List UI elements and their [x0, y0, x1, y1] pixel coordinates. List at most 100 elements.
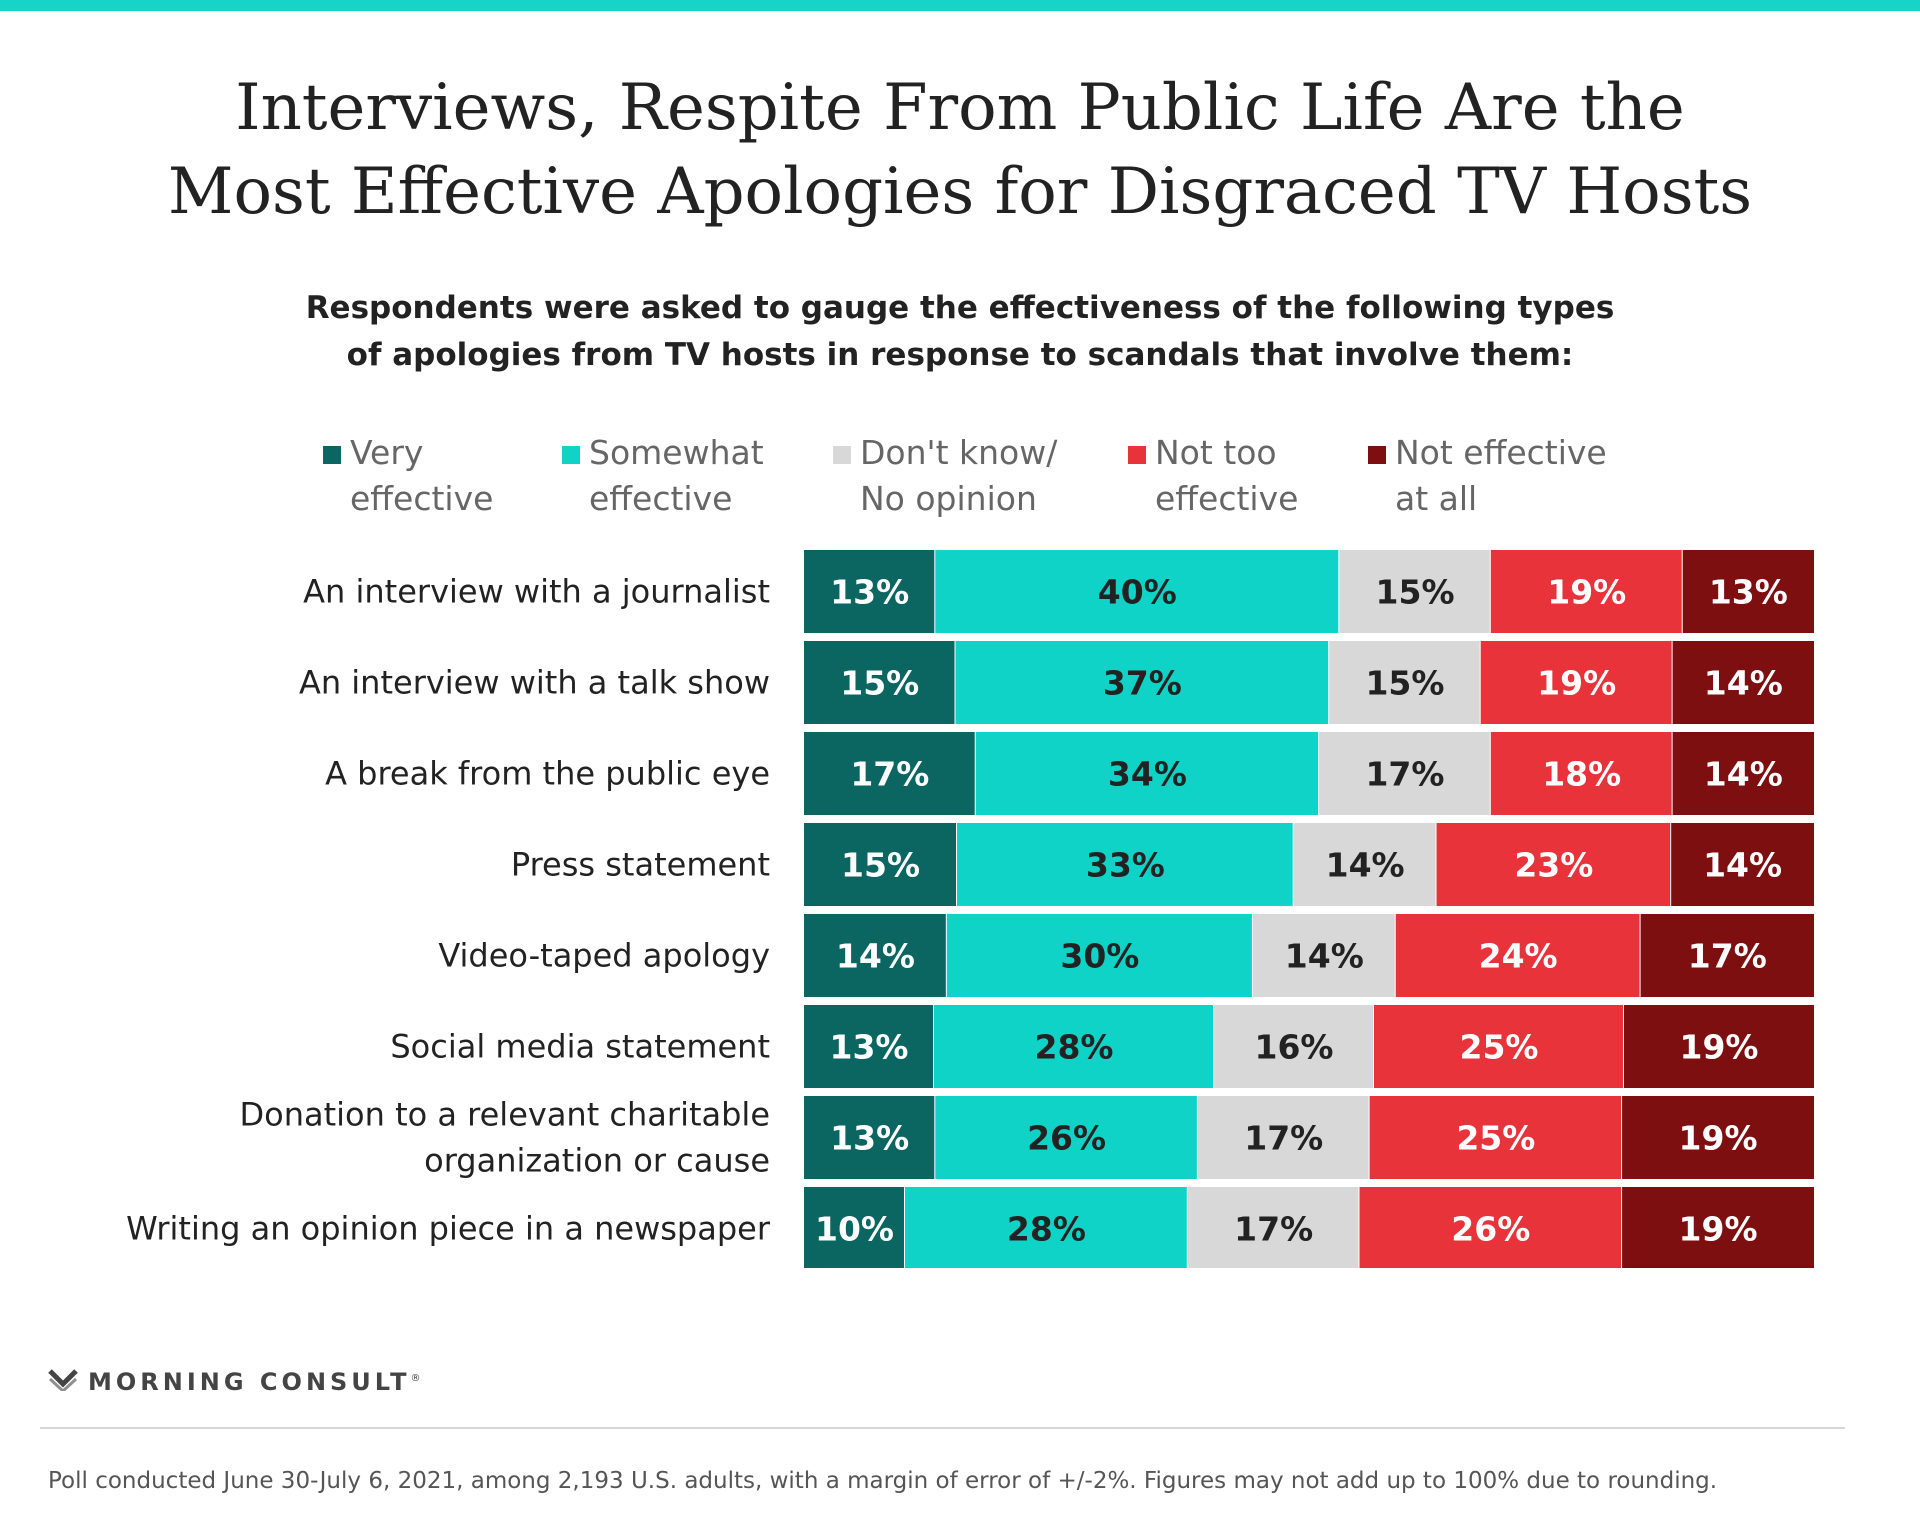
category-label: Social media statement	[390, 1028, 770, 1066]
top-accent-bar	[0, 0, 1920, 11]
bar-segment	[804, 1005, 933, 1088]
legend: Very effective Somewhat effective Don't kn…	[0, 430, 1920, 530]
bar-value-label: 16%	[1255, 1028, 1334, 1067]
category-label: A break from the public eye	[325, 755, 770, 793]
bar-value-label: 28%	[1007, 1210, 1086, 1249]
chart-subtitle: Respondents were asked to gauge the effe…	[0, 285, 1920, 379]
bar-value-label: 25%	[1460, 1028, 1539, 1067]
chart-title: Interviews, Respite From Public Life Are…	[0, 66, 1920, 234]
bar-value-label: 13%	[830, 573, 909, 612]
bar-value-label: 19%	[1680, 1028, 1759, 1067]
legend-swatch	[833, 446, 851, 464]
bar-segment	[804, 1096, 935, 1179]
bar-segment	[1622, 1096, 1814, 1179]
bar-value-label: 19%	[1537, 664, 1616, 703]
bar-segment	[1622, 1187, 1814, 1268]
bar-value-label: 19%	[1547, 573, 1626, 612]
bar-value-label: 34%	[1108, 755, 1187, 794]
bar-value-label: 17%	[1244, 1119, 1323, 1158]
bar-segment	[1197, 1096, 1369, 1179]
bar-value-label: 14%	[1704, 664, 1783, 703]
bar-value-label: 15%	[1376, 573, 1455, 612]
category-label: Writing an opinion piece in a newspaper	[126, 1210, 771, 1248]
bar-value-label: 14%	[1703, 846, 1782, 885]
bar-segment	[804, 641, 955, 724]
chart-title-line: Most Effective Apologies for Disgraced T…	[167, 155, 1753, 229]
bar-value-label: 33%	[1086, 846, 1165, 885]
footer-divider	[40, 1427, 1845, 1429]
legend-label: Not effective at all	[1395, 433, 1607, 518]
bar-segment	[955, 641, 1329, 724]
bar-segment	[804, 550, 935, 633]
bar-value-label: 26%	[1027, 1119, 1106, 1158]
bar-segment	[804, 732, 975, 815]
bar-value-label: 17%	[850, 755, 929, 794]
bar-value-label: 17%	[1365, 755, 1444, 794]
bar-segment	[1339, 550, 1490, 633]
bar-value-label: 14%	[1704, 755, 1783, 794]
bar-value-label: 19%	[1679, 1119, 1758, 1158]
chart-title-line: Interviews, Respite From Public Life Are…	[235, 71, 1685, 145]
bar-segment	[1369, 1096, 1622, 1179]
bar-segment	[934, 1005, 1213, 1088]
bar-segment	[1374, 1005, 1623, 1088]
bar-value-label: 13%	[1709, 573, 1788, 612]
category-label: Press statement	[511, 846, 770, 884]
bar-segment	[957, 823, 1293, 906]
category-label: An interview with a talk show	[299, 664, 770, 702]
bar-segment	[1490, 550, 1682, 633]
bar-segment	[804, 1187, 904, 1268]
bar-value-label: 37%	[1103, 664, 1182, 703]
bar-value-label: 14%	[836, 937, 915, 976]
bar-segment	[946, 914, 1252, 997]
bar-value-label: 28%	[1035, 1028, 1114, 1067]
bar-segment	[1672, 732, 1814, 815]
category-label: Video-taped apology	[438, 937, 770, 975]
morning-consult-logo-icon	[48, 1369, 78, 1391]
bar-value-label: 15%	[840, 664, 919, 703]
bar-segment	[1682, 550, 1814, 633]
bar-value-label: 26%	[1451, 1210, 1530, 1249]
bar-segment	[1329, 641, 1480, 724]
category-label: organization or cause	[424, 1142, 770, 1180]
bar-value-label: 19%	[1679, 1210, 1758, 1249]
bar-value-label: 14%	[1326, 846, 1405, 885]
bar-value-label: 10%	[815, 1210, 894, 1249]
legend-label: Somewhat effective	[589, 433, 764, 518]
legend-swatch	[1368, 446, 1386, 464]
legend-swatch	[323, 446, 341, 464]
footnote: Poll conducted June 30-July 6, 2021, amo…	[48, 1468, 1718, 1494]
bar-segment	[1640, 914, 1814, 997]
bar-segment	[804, 823, 957, 906]
bar-segment	[1672, 641, 1814, 724]
chart-subtitle-line: Respondents were asked to gauge the effe…	[305, 290, 1615, 326]
bar-segment	[1319, 732, 1490, 815]
bar-segment	[905, 1187, 1187, 1268]
bar-value-label: 13%	[830, 1028, 909, 1067]
bar-segment	[935, 550, 1339, 633]
bar-segment	[1187, 1187, 1359, 1268]
bar-value-label: 18%	[1542, 755, 1621, 794]
legend-label: Not too effective	[1155, 433, 1299, 518]
bar-segment	[1293, 823, 1436, 906]
stacked-bar-chart: 13% 40% 15% 19% 13% An interview with a journ…	[126, 550, 1814, 1268]
chart-subtitle-line: of apologies from TV hosts in response t…	[346, 337, 1574, 373]
bar-value-label: 14%	[1285, 937, 1364, 976]
bar-segment	[1671, 823, 1814, 906]
bar-segment	[804, 914, 946, 997]
category-label: Donation to a relevant charitable	[240, 1096, 771, 1134]
legend-label: Don't know/No opinion	[860, 433, 1058, 518]
bar-segment	[935, 1096, 1197, 1179]
bar-value-label: 15%	[841, 846, 920, 885]
bar-value-label: 30%	[1060, 937, 1139, 976]
bar-segment	[1214, 1005, 1373, 1088]
bar-segment	[1252, 914, 1395, 997]
legend-swatch	[562, 446, 580, 464]
bar-value-label: 17%	[1234, 1210, 1313, 1249]
category-label: An interview with a journalist	[303, 573, 770, 611]
legend-label: Very effective	[350, 433, 494, 518]
bar-segment	[1436, 823, 1671, 906]
bar-segment	[1490, 732, 1672, 815]
bar-value-label: 13%	[830, 1119, 909, 1158]
brand-name: MORNING CONSULT®	[88, 1368, 421, 1396]
